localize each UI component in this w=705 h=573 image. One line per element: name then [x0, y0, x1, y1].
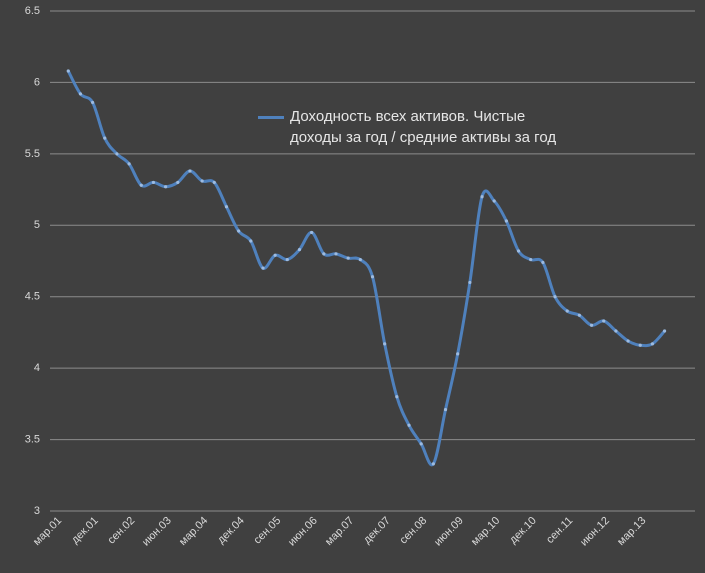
x-tick-label: мар.10 [469, 515, 502, 548]
point [127, 162, 131, 166]
point [614, 329, 618, 333]
x-tick-label: дек.04 [215, 515, 247, 547]
x-tick-label: сен.02 [105, 515, 137, 547]
point [602, 319, 606, 323]
point [176, 180, 180, 185]
point [164, 185, 168, 189]
x-tick-label: июн.03 [140, 515, 174, 549]
point [78, 92, 83, 96]
x-tick-label: июн.06 [286, 515, 320, 549]
point [565, 309, 569, 313]
point [589, 323, 594, 327]
legend-label: Доходность всех активов. Чистые доходы з… [290, 108, 557, 146]
x-tick-label: мар.13 [615, 515, 648, 548]
point [322, 252, 326, 256]
x-tick-label: дек.01 [69, 515, 101, 547]
point [553, 295, 557, 299]
point [626, 339, 630, 343]
point [103, 136, 107, 140]
point [310, 230, 314, 235]
point [541, 260, 545, 265]
point [431, 462, 435, 466]
point [249, 239, 253, 243]
x-tick-label: мар.01 [31, 515, 64, 548]
y-tick-label: 4 [34, 362, 40, 374]
point [504, 219, 508, 223]
x-tick-label: мар.07 [323, 515, 356, 548]
legend: Доходность всех активов. Чистые доходы з… [258, 106, 568, 148]
point [577, 313, 581, 317]
y-tick-label: 6 [34, 76, 40, 88]
x-tick-label: дек.10 [507, 515, 539, 547]
point [151, 180, 156, 185]
point [456, 352, 460, 356]
point [358, 257, 362, 262]
point [66, 69, 70, 73]
point [443, 407, 448, 412]
y-tick-label: 4.5 [25, 291, 40, 303]
point [115, 152, 119, 156]
point [468, 280, 472, 285]
point [370, 275, 375, 279]
y-tick-label: 5 [34, 219, 40, 231]
point [273, 253, 277, 257]
point [480, 195, 484, 199]
point [224, 205, 229, 209]
x-tick-label: дек.07 [361, 515, 393, 547]
point [237, 229, 241, 233]
point [395, 395, 399, 399]
point [188, 169, 192, 173]
x-tick-label: июн.12 [578, 515, 612, 549]
y-tick-label: 6.5 [25, 5, 40, 17]
point [383, 342, 387, 346]
point [516, 249, 521, 253]
legend-swatch [258, 106, 284, 127]
point [90, 100, 95, 105]
point [419, 442, 423, 446]
point [200, 179, 204, 183]
series-line [66, 70, 666, 467]
point [407, 423, 411, 427]
x-tick-label: сен.08 [398, 515, 430, 547]
x-tick-label: июн.09 [432, 515, 466, 549]
point [529, 257, 533, 262]
x-tick-label: сен.11 [544, 515, 575, 546]
y-tick-label: 3 [34, 505, 40, 517]
x-tick-label: сен.05 [252, 515, 284, 547]
point [297, 247, 302, 252]
point [139, 183, 143, 187]
x-tick-label: мар.04 [177, 515, 210, 548]
point [346, 256, 350, 260]
point [334, 252, 338, 256]
point [650, 342, 655, 346]
point [261, 266, 265, 270]
y-tick-label: 3.5 [25, 433, 40, 445]
point [492, 199, 496, 203]
point [662, 329, 667, 333]
point [638, 343, 642, 347]
point [285, 257, 289, 262]
y-tick-label: 5.5 [25, 148, 40, 160]
point [212, 180, 216, 185]
